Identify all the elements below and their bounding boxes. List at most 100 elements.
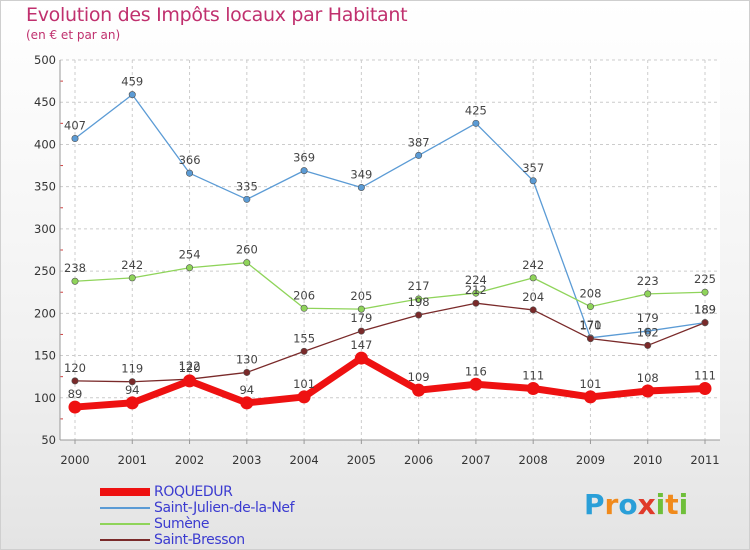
data-point-saint-julien-de-la-nef xyxy=(472,119,480,127)
x-tick-label: 2003 xyxy=(232,453,261,467)
data-point-saint-bresson xyxy=(472,299,480,307)
brand-letter: P xyxy=(584,488,605,521)
x-tick-label: 2008 xyxy=(519,453,548,467)
data-label-sumene: 225 xyxy=(694,272,716,286)
legend-swatch-saint-bresson xyxy=(100,539,150,541)
legend-swatch-roquedur xyxy=(100,488,150,496)
x-tick-label: 2009 xyxy=(576,453,605,467)
data-point-roquedur xyxy=(526,381,540,395)
legend-label-saint-julien-de-la-nef: Saint-Julien-de-la-Nef xyxy=(154,500,295,516)
data-point-saint-bresson xyxy=(128,378,136,386)
data-point-saint-bresson xyxy=(644,341,652,349)
brand-letter: i xyxy=(678,488,689,521)
data-label-sumene: 223 xyxy=(637,274,659,288)
data-point-sumene xyxy=(472,289,480,297)
brand-letter: i xyxy=(655,488,666,521)
brand-letter: o xyxy=(618,488,638,521)
legend-label-sumene: Sumène xyxy=(154,516,210,532)
data-point-roquedur xyxy=(412,383,426,397)
x-tick-label: 2011 xyxy=(690,453,719,467)
data-label-saint-bresson: 179 xyxy=(350,311,372,325)
data-point-sumene xyxy=(644,290,652,298)
chart-subtitle: (en € et par an) xyxy=(26,28,121,42)
data-label-saint-bresson: 212 xyxy=(465,283,487,297)
data-point-roquedur xyxy=(68,400,82,414)
data-label-roquedur: 108 xyxy=(637,371,659,385)
data-label-roquedur: 94 xyxy=(239,383,254,397)
data-label-roquedur: 111 xyxy=(694,368,716,382)
data-point-saint-bresson xyxy=(586,335,594,343)
data-label-saint-bresson: 155 xyxy=(293,331,315,345)
data-point-saint-bresson xyxy=(71,377,79,385)
data-label-saint-julien-de-la-nef: 335 xyxy=(236,179,258,193)
brand-letter: t xyxy=(665,488,679,521)
data-label-saint-bresson: 170 xyxy=(579,319,601,333)
data-label-sumene: 217 xyxy=(408,279,430,293)
data-point-saint-bresson xyxy=(300,347,308,355)
data-label-sumene: 205 xyxy=(350,289,372,303)
x-tick-label: 2002 xyxy=(175,453,204,467)
data-point-saint-bresson xyxy=(701,319,709,327)
plot-area xyxy=(60,60,720,440)
data-point-roquedur xyxy=(583,390,597,404)
data-point-saint-bresson xyxy=(357,327,365,335)
label-layer: 407 459 366 335 369 349 387 425 357 171 179 189 238 2… xyxy=(64,75,716,401)
data-label-saint-julien-de-la-nef: 425 xyxy=(465,103,487,117)
data-label-saint-julien-de-la-nef: 407 xyxy=(64,119,86,133)
data-label-saint-bresson: 189 xyxy=(694,303,716,317)
data-label-roquedur: 94 xyxy=(125,383,140,397)
data-point-sumene xyxy=(586,303,594,311)
data-label-sumene: 238 xyxy=(64,261,86,275)
data-label-saint-bresson: 122 xyxy=(179,359,201,373)
data-label-roquedur: 120 xyxy=(179,361,201,375)
x-tick-label: 2000 xyxy=(60,453,89,467)
data-point-sumene xyxy=(128,274,136,282)
y-tick-label: 250 xyxy=(34,264,56,278)
data-label-saint-bresson: 204 xyxy=(522,290,544,304)
data-label-roquedur: 89 xyxy=(68,387,83,401)
data-label-saint-julien-de-la-nef: 179 xyxy=(637,311,659,325)
grid-layer xyxy=(60,59,720,441)
data-point-roquedur xyxy=(240,396,254,410)
data-point-saint-bresson xyxy=(415,311,423,319)
data-label-saint-julien-de-la-nef: 357 xyxy=(522,161,544,175)
y-tick-label: 200 xyxy=(34,306,56,320)
data-label-roquedur: 101 xyxy=(579,377,601,391)
data-label-saint-julien-de-la-nef: 171 xyxy=(579,318,601,332)
series-line-saint-bresson xyxy=(74,302,706,383)
line-chart: 50 100 150 200 250 300 350 400 450 500 2000 2001 200… xyxy=(34,53,720,467)
data-point-saint-julien-de-la-nef xyxy=(71,135,79,143)
data-label-saint-bresson: 162 xyxy=(637,325,659,339)
data-label-sumene: 260 xyxy=(236,243,258,257)
data-point-roquedur xyxy=(183,374,197,388)
data-point-sumene xyxy=(529,274,537,282)
data-point-sumene xyxy=(243,259,251,267)
data-label-saint-julien-de-la-nef: 387 xyxy=(408,135,430,149)
legend-swatch-sumene xyxy=(100,523,150,525)
axis-layer: 50 100 150 200 250 300 350 400 450 500 2000 2001 200… xyxy=(34,53,720,467)
data-point-sumene xyxy=(701,288,709,296)
series-roquedur xyxy=(68,351,712,414)
data-point-roquedur xyxy=(125,396,139,410)
data-label-sumene: 208 xyxy=(579,287,601,301)
y-tick-label: 350 xyxy=(34,180,56,194)
data-point-roquedur xyxy=(297,390,311,404)
y-tick-label: 50 xyxy=(41,433,56,447)
series-line-saint-julien-de-la-nef xyxy=(74,93,706,339)
data-point-saint-julien-de-la-nef xyxy=(300,167,308,175)
data-point-saint-julien-de-la-nef xyxy=(529,177,537,185)
brand-logo: Proxiti xyxy=(584,488,688,521)
data-point-saint-julien-de-la-nef xyxy=(128,91,136,99)
data-label-saint-bresson: 119 xyxy=(121,362,143,376)
data-point-saint-bresson xyxy=(529,306,537,314)
y-tick-label: 450 xyxy=(34,95,56,109)
data-point-saint-julien-de-la-nef xyxy=(357,184,365,192)
data-label-saint-julien-de-la-nef: 189 xyxy=(694,303,716,317)
data-point-saint-julien-de-la-nef xyxy=(415,151,423,159)
data-point-saint-bresson xyxy=(243,368,251,376)
data-label-roquedur: 109 xyxy=(408,370,430,384)
legend-label-roquedur: ROQUEDUR xyxy=(154,484,233,500)
data-point-sumene xyxy=(300,304,308,312)
chart-title: Evolution des Impôts locaux par Habitant xyxy=(26,4,408,26)
brand-letter: r xyxy=(604,488,619,521)
